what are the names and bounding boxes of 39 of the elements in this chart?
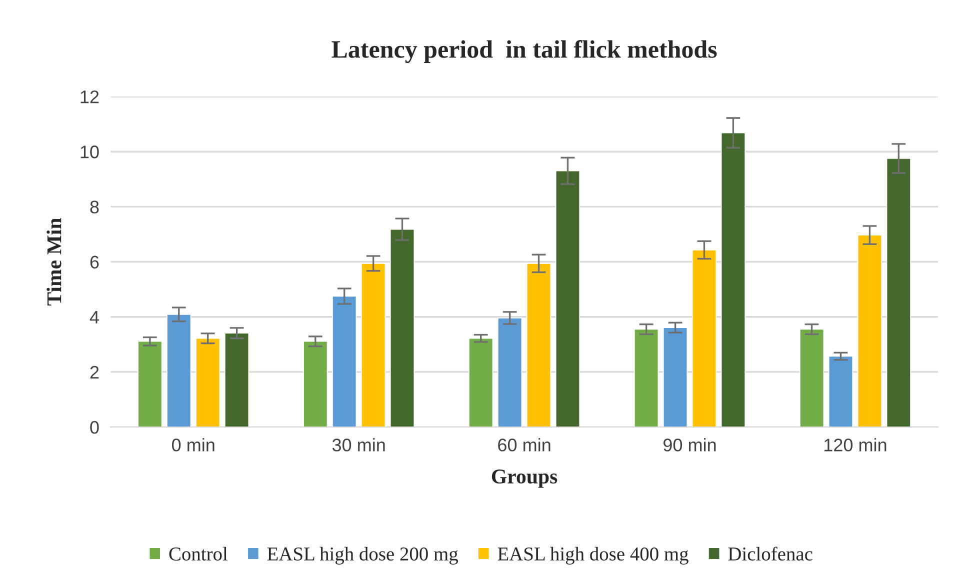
- bar: [555, 170, 580, 428]
- x-tick-label: 120 min: [824, 438, 886, 452]
- bar: [138, 340, 162, 428]
- bar: [196, 338, 220, 428]
- bar: [361, 263, 386, 428]
- y-tick-label: 6: [90, 256, 99, 269]
- y-tick-label: 8: [90, 200, 99, 214]
- bar: [828, 356, 854, 428]
- bar: [303, 340, 328, 428]
- x-tick-label: 0 min: [172, 438, 214, 452]
- y-tick-label: 2: [90, 366, 99, 379]
- y-tick-label: 0: [90, 420, 99, 434]
- x-tick-label: 90 min: [664, 438, 716, 452]
- bar: [662, 327, 688, 428]
- bar: [692, 250, 717, 428]
- bar: [224, 332, 250, 428]
- legend-label: EASL high dose 200 mg: [267, 546, 458, 565]
- bar: [526, 263, 552, 428]
- legend-label: Diclofenac: [728, 546, 812, 561]
- bar: [390, 228, 415, 428]
- bar: [166, 314, 192, 428]
- y-tick-label: 12: [80, 90, 99, 104]
- bar: [799, 328, 824, 428]
- bar: [857, 234, 882, 428]
- x-tick-label: 30 min: [332, 438, 385, 452]
- legend-label: Control: [169, 546, 228, 561]
- bar: [468, 338, 494, 428]
- legend-label: EASL high dose 400 mg: [498, 546, 688, 565]
- x-axis-title: Groups: [492, 470, 558, 488]
- y-tick-label: 4: [90, 310, 99, 324]
- bar: [720, 132, 746, 428]
- x-tick-label: 60 min: [498, 438, 550, 452]
- bar: [332, 296, 357, 428]
- chart-title: Latency period in tail flick methods: [332, 40, 717, 64]
- bar: [634, 328, 659, 428]
- bar: [498, 318, 522, 428]
- bar: [886, 158, 911, 428]
- y-axis-title: Time Min: [46, 218, 62, 306]
- y-tick-label: 10: [80, 146, 99, 158]
